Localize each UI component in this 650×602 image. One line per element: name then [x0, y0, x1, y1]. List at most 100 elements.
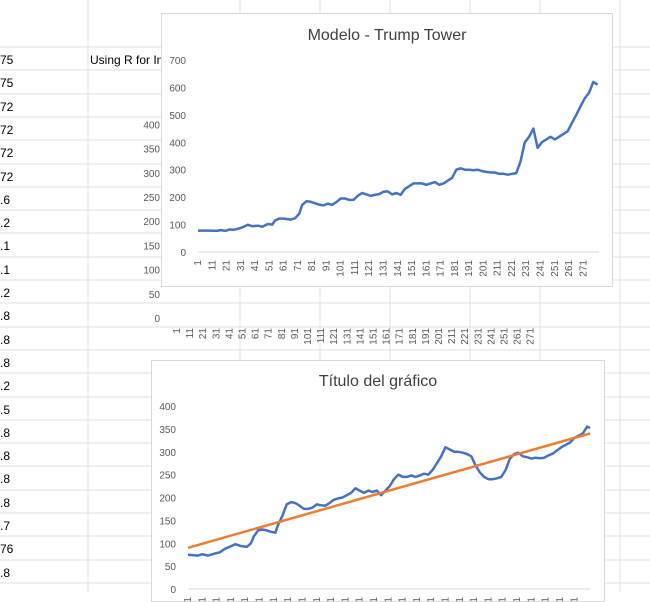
x-tick-label: 261 — [513, 328, 524, 345]
x-tick-label: 221 — [498, 597, 509, 601]
x-tick-label: 231 — [512, 597, 523, 601]
y-tick-label: 200 — [159, 494, 176, 505]
cell-a-value: 72 — [0, 122, 14, 137]
x-tick-label: 81 — [277, 328, 288, 340]
x-tick-label: 11 — [207, 260, 218, 271]
x-tick-label: 171 — [395, 328, 406, 345]
x-tick-label: 201 — [478, 260, 489, 277]
x-tick-label: 261 — [564, 260, 575, 277]
x-tick-label: 41 — [250, 260, 261, 272]
x-tick-label: 241 — [526, 597, 537, 601]
y-tick-label: 150 — [159, 516, 176, 527]
y-tick-label: 300 — [159, 448, 176, 459]
y-tick-label: 350 — [143, 145, 160, 156]
x-tick-label: 201 — [469, 597, 480, 601]
y-tick-label: 200 — [169, 193, 186, 204]
x-tick-label: 81 — [307, 260, 318, 272]
x-tick-label: 131 — [369, 597, 380, 601]
x-tick-label: 251 — [550, 260, 561, 277]
cell-a-value: 72 — [0, 169, 14, 184]
x-tick-label: 71 — [293, 260, 304, 272]
x-tick-label: 71 — [283, 597, 294, 601]
cell-a-value: 76 — [0, 542, 14, 557]
x-tick-label: 261 — [555, 597, 566, 601]
x-tick-label: 171 — [436, 260, 447, 277]
y-tick-label: 500 — [169, 111, 186, 122]
x-tick-label: 121 — [364, 260, 375, 277]
x-tick-label: 41 — [224, 328, 235, 340]
x-tick-label: 101 — [326, 597, 337, 601]
x-tick-label: 151 — [407, 260, 418, 277]
x-tick-label: 231 — [521, 260, 532, 277]
x-tick-label: 151 — [369, 328, 380, 345]
x-tick-label: 61 — [269, 597, 280, 601]
chart-title: Título del gráfico — [318, 373, 438, 390]
x-tick-label: 251 — [500, 328, 511, 345]
x-tick-label: 31 — [211, 328, 222, 340]
x-tick-label: 191 — [455, 597, 466, 601]
x-tick-label: 211 — [447, 328, 458, 344]
y-tick-label: 150 — [143, 241, 160, 252]
x-tick-label: 111 — [340, 597, 351, 601]
x-tick-label: 251 — [541, 597, 552, 601]
x-tick-label: 161 — [382, 328, 393, 345]
x-tick-label: 151 — [398, 597, 409, 601]
x-tick-label: 131 — [342, 328, 353, 345]
y-tick-label: 300 — [143, 169, 160, 180]
y-tick-label: 400 — [143, 120, 160, 131]
y-tick-label: 0 — [170, 585, 176, 596]
x-tick-label: 1 — [193, 260, 204, 266]
y-tick-label: 200 — [143, 217, 160, 228]
x-tick-label: 211 — [483, 597, 494, 601]
y-tick-label: 100 — [159, 539, 176, 550]
cell-a-value: .8 — [0, 425, 11, 440]
x-tick-label: 181 — [441, 597, 452, 601]
plot-area: 0501001502002503003504001112131415161718… — [159, 402, 591, 601]
cell-a-value: .8 — [0, 355, 11, 370]
x-tick-label: 141 — [355, 328, 366, 345]
cell-a-value: .7 — [0, 519, 11, 533]
y-tick-label: 350 — [159, 425, 176, 436]
cell-a-value: .8 — [0, 495, 11, 510]
cell-a-value: 72 — [0, 146, 14, 161]
x-tick-label: 21 — [212, 597, 223, 601]
x-tick-label: 51 — [255, 597, 266, 601]
x-tick-label: 91 — [321, 260, 332, 272]
x-tick-label: 101 — [336, 260, 347, 277]
x-tick-label: 191 — [464, 260, 475, 277]
x-tick-label: 81 — [297, 597, 308, 601]
x-tick-label: 201 — [434, 328, 445, 345]
y-tick-label: 50 — [149, 290, 161, 301]
cell-a-value: .8 — [0, 472, 11, 487]
chart-trump-tower[interactable]: Modelo - Trump Tower 0 100 200 300 400 500 600… — [161, 13, 613, 287]
cell-b2-text: Using R for In — [90, 53, 164, 67]
x-tick-label: 111 — [316, 328, 327, 344]
chart-titulo[interactable]: Título del gráfico 0 50 100 150 200 250 300 350… — [151, 360, 605, 602]
cell-a-value: 72 — [0, 99, 14, 114]
x-tick-label: 141 — [383, 597, 394, 601]
y-tick-label: 250 — [159, 471, 176, 482]
cell-a-value: .1 — [0, 262, 11, 277]
x-tick-label: 241 — [535, 260, 546, 277]
x-tick-label: 51 — [238, 328, 249, 340]
y-tick-label: 600 — [169, 83, 186, 94]
cell-a-value: .2 — [0, 379, 11, 394]
series-line — [198, 80, 599, 233]
x-tick-label: 21 — [222, 260, 233, 272]
cell-a-value: .8 — [0, 565, 11, 580]
x-tick-label: 111 — [350, 260, 361, 276]
x-tick-label: 221 — [507, 260, 518, 277]
cell-a-value: .6 — [0, 192, 11, 207]
x-tick-label: 271 — [526, 328, 537, 345]
y-tick-label: 100 — [169, 221, 186, 232]
x-tick-label: 71 — [264, 328, 275, 340]
x-tick-label: 171 — [426, 597, 437, 601]
x-tick-label: 271 — [569, 597, 580, 601]
y-tick-label: 700 — [169, 56, 186, 67]
x-tick-label: 221 — [460, 328, 471, 345]
x-tick-label: 61 — [279, 260, 290, 272]
cell-a-value: .8 — [0, 309, 11, 324]
x-tick-label: 21 — [198, 328, 209, 340]
x-tick-label: 131 — [379, 260, 390, 277]
